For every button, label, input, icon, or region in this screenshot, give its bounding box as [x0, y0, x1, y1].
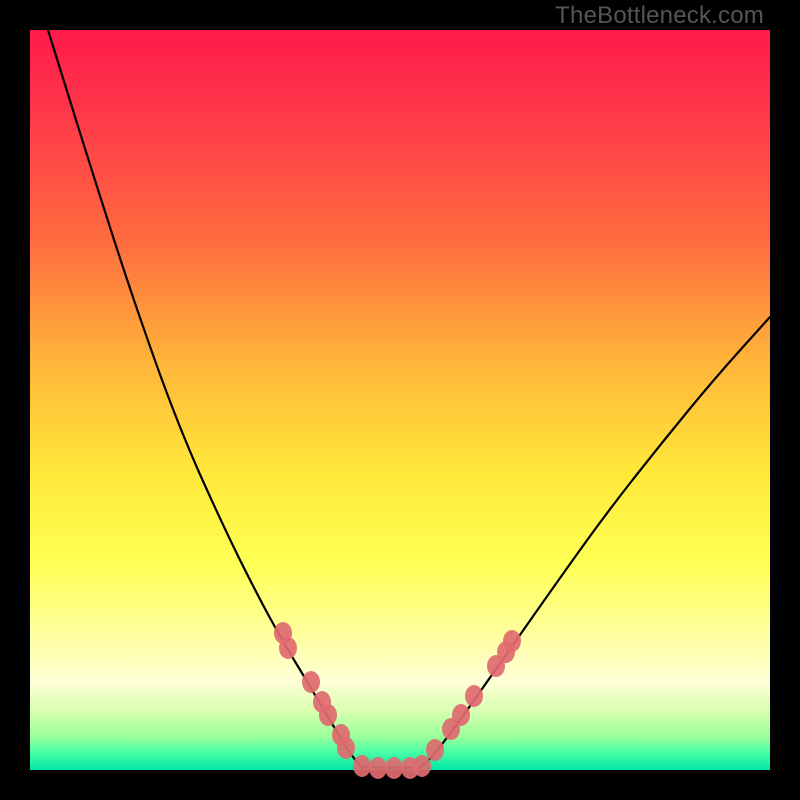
- data-marker: [503, 630, 521, 652]
- chart-frame: TheBottleneck.com: [0, 0, 800, 800]
- data-marker: [302, 671, 320, 693]
- data-marker: [279, 637, 297, 659]
- curve-layer: [30, 30, 770, 770]
- data-marker: [452, 704, 470, 726]
- data-marker: [353, 755, 371, 777]
- data-marker: [426, 739, 444, 761]
- data-marker: [385, 757, 403, 779]
- bottleneck-curve: [48, 30, 770, 768]
- data-marker: [369, 757, 387, 779]
- data-marker: [337, 737, 355, 759]
- data-marker: [465, 685, 483, 707]
- plot-area: [30, 30, 770, 770]
- watermark-text: TheBottleneck.com: [555, 2, 764, 30]
- data-marker: [319, 704, 337, 726]
- data-marker: [413, 755, 431, 777]
